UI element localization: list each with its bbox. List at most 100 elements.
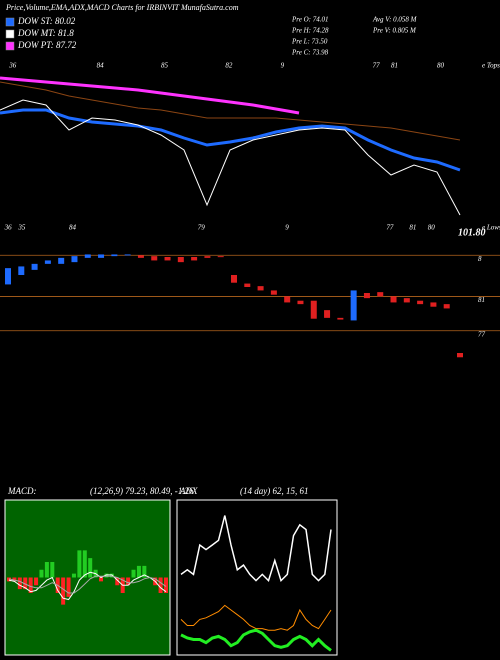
candle	[71, 256, 78, 263]
last-price-label: 101.80	[458, 227, 486, 238]
candle	[5, 268, 11, 285]
candle	[363, 293, 370, 299]
legend-swatch	[5, 29, 15, 39]
info-text: Pre C: 73.98	[291, 49, 329, 57]
candle	[231, 275, 237, 283]
histogram-bar	[61, 577, 66, 605]
histogram-bar	[17, 577, 22, 590]
date-label: 35	[17, 224, 26, 232]
date-label: 36	[8, 62, 17, 70]
candle	[457, 353, 463, 358]
date-label: 9	[281, 62, 285, 70]
candle	[191, 257, 198, 261]
histogram-bar	[115, 577, 120, 586]
panel-label: ADX	[179, 486, 198, 496]
candle	[443, 304, 450, 309]
histogram-bar	[66, 577, 71, 597]
candle	[284, 296, 291, 303]
candle	[18, 266, 25, 275]
candle	[297, 300, 304, 305]
candle	[430, 302, 437, 307]
candle	[44, 260, 51, 264]
legend-swatch	[5, 41, 15, 51]
histogram-bar	[104, 573, 109, 578]
histogram-bar	[39, 569, 44, 578]
histogram-bar	[109, 573, 114, 578]
histogram-bar	[50, 562, 55, 578]
candle	[217, 256, 224, 258]
lows-label: e Lows	[482, 224, 500, 232]
candle	[164, 257, 171, 261]
info-text: Pre L: 73.50	[291, 38, 328, 46]
histogram-bar	[34, 577, 39, 586]
legend-label: DOW ST: 80.02	[17, 16, 76, 26]
date-label: 79	[198, 224, 206, 232]
candle	[270, 290, 277, 295]
date-label: 84	[69, 224, 77, 232]
histogram-bar	[82, 550, 87, 578]
adx-line	[180, 628, 332, 652]
info-text: Pre O: 74.01	[291, 16, 328, 24]
candle	[257, 286, 264, 291]
candle	[31, 263, 38, 270]
date-label: 81	[391, 62, 398, 70]
legend-label: DOW MT: 81.8	[17, 28, 74, 38]
candle	[417, 300, 424, 305]
histogram-bar	[164, 577, 168, 593]
candle	[151, 256, 158, 261]
histogram-bar	[44, 562, 49, 578]
histogram-bar	[71, 573, 76, 578]
histogram-bar	[88, 558, 93, 578]
candle	[111, 254, 118, 257]
histogram-bar	[28, 577, 33, 593]
candle	[390, 296, 397, 303]
info-text: Avg V: 0.058 M	[372, 16, 418, 24]
date-label: 36	[4, 224, 13, 232]
histogram-bar	[126, 577, 131, 586]
date-label: 80	[437, 62, 445, 70]
price-line	[0, 76, 300, 115]
candle	[204, 256, 211, 258]
date-label: 82	[225, 62, 233, 70]
histogram-bar	[12, 577, 17, 582]
candle	[98, 254, 105, 258]
macd-line	[8, 571, 167, 601]
histogram-bar	[7, 577, 11, 582]
candle	[244, 283, 251, 287]
histogram-bar	[23, 577, 28, 590]
info-text: Pre H: 74.28	[291, 27, 329, 35]
panel-params: (12,26,9) 79.23, 80.49, -1.26	[90, 486, 194, 496]
level-label: 8	[478, 255, 482, 263]
price-line	[0, 81, 461, 141]
adx-line	[180, 515, 332, 583]
macd-line	[8, 575, 167, 594]
legend-label: DOW PT: 87.72	[17, 40, 77, 50]
candle	[137, 255, 144, 258]
candle	[337, 317, 344, 320]
candle	[124, 254, 131, 256]
price-line	[0, 108, 461, 172]
date-label: 77	[373, 62, 381, 70]
histogram-bar	[99, 577, 104, 582]
histogram-bar	[142, 565, 147, 578]
legend-swatch	[5, 17, 15, 27]
date-label: 85	[161, 62, 169, 70]
level-label: 81	[478, 296, 485, 304]
date-label: 9	[285, 224, 289, 232]
panel-params: (14 day) 62, 15, 61	[240, 486, 309, 496]
date-label: 84	[97, 62, 105, 70]
candle	[403, 298, 410, 303]
candle	[177, 257, 184, 263]
date-label: 81	[409, 224, 416, 232]
candle	[350, 290, 357, 321]
panel-label: MACD:	[7, 486, 37, 496]
histogram-bar	[158, 577, 163, 593]
candle	[377, 292, 384, 297]
level-label: 77	[478, 330, 486, 338]
info-text: Pre V: 0.805 M	[372, 27, 417, 35]
histogram-bar	[136, 565, 141, 578]
candle	[58, 257, 65, 264]
price-line	[0, 99, 461, 216]
